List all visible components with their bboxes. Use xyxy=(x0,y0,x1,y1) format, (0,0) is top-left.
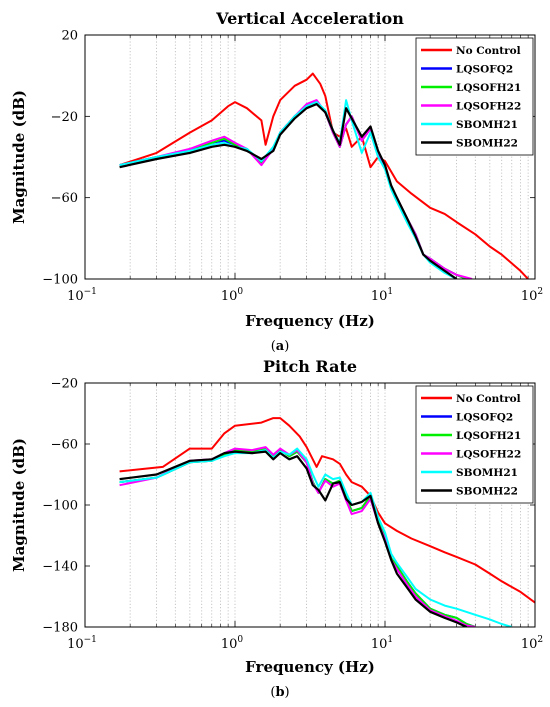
y-tick-label: −20 xyxy=(51,377,78,392)
legend-label: SBOMH22 xyxy=(456,486,518,498)
legend: No Control LQSOFQ2 LQSOFH21 LQSOFH22 SBOMH21… xyxy=(415,37,534,156)
series-line-lqsofh22 xyxy=(119,446,476,627)
x-tick-label: 100 xyxy=(221,287,244,304)
grid xyxy=(129,383,529,627)
legend-label: LQSOFQ2 xyxy=(456,412,513,424)
series-line-sbomh22 xyxy=(119,450,468,627)
y-tick-label: −180 xyxy=(42,621,78,636)
legend-label: SBOMH21 xyxy=(456,119,518,131)
x-tick-label: 102 xyxy=(521,287,543,304)
axes-box xyxy=(84,382,536,628)
y-tick-label: −100 xyxy=(42,499,78,514)
legend-label: SBOMH22 xyxy=(456,138,518,150)
y-tick-label: −140 xyxy=(42,560,78,575)
x-tick-label: 10−1 xyxy=(67,287,97,304)
legend-box xyxy=(415,385,534,504)
y-axis-label: Magnitude (dB) xyxy=(10,438,28,572)
series-line-sbomh22 xyxy=(119,102,458,279)
legend-box xyxy=(415,37,534,156)
legend: No Control LQSOFQ2 LQSOFH21 LQSOFH22 SBOMH21… xyxy=(415,385,534,504)
x-tick-label: 102 xyxy=(521,635,543,652)
legend-label: LQSOFH21 xyxy=(456,430,521,442)
axes-box xyxy=(84,34,536,280)
y-tick-label: −60 xyxy=(51,191,78,206)
y-tick-label: −100 xyxy=(42,273,78,288)
legend-label: LQSOFH21 xyxy=(456,82,521,94)
y-tick-label: −60 xyxy=(51,438,78,453)
legend-label: LQSOFQ2 xyxy=(456,64,513,76)
y-tick-label: 20 xyxy=(61,29,78,44)
x-tick-label: 101 xyxy=(371,287,393,304)
legend-label: SBOMH21 xyxy=(456,467,518,479)
series-group xyxy=(119,72,529,279)
panel-caption: (a) xyxy=(271,339,290,354)
legend-label: No Control xyxy=(456,393,521,405)
y-axis-label: Magnitude (dB) xyxy=(10,90,28,224)
legend-label: No Control xyxy=(456,45,521,57)
panel-caption: (b) xyxy=(270,685,289,700)
x-axis-label: Frequency (Hz) xyxy=(245,312,375,330)
series-group xyxy=(119,417,535,627)
x-tick-label: 100 xyxy=(221,635,244,652)
x-tick-label: 101 xyxy=(371,635,393,652)
series-line-no-control xyxy=(119,417,535,604)
y-tick-label: −20 xyxy=(51,110,78,125)
x-axis-label: Frequency (Hz) xyxy=(245,658,375,676)
chart-title: Pitch Rate xyxy=(263,357,357,376)
x-tick-label: 10−1 xyxy=(67,635,97,652)
chart-title: Vertical Acceleration xyxy=(215,9,404,28)
legend-label: LQSOFH22 xyxy=(456,101,521,113)
legend-label: LQSOFH22 xyxy=(456,449,521,461)
